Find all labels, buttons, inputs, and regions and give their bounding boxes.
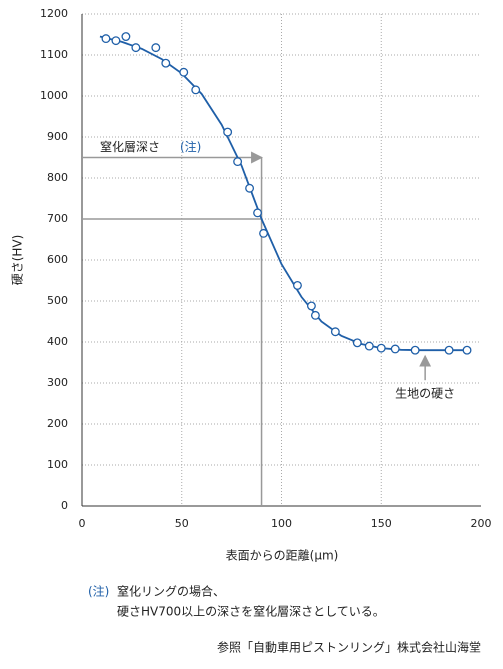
data-point: [310, 310, 320, 320]
depth-note: (注): [180, 139, 201, 154]
source: 参照「自動車用ピストンリング」株式会社山海堂: [217, 640, 481, 655]
x-tick-label: 200: [471, 517, 492, 530]
data-point: [191, 85, 201, 95]
data-point: [306, 301, 316, 311]
data-point: [410, 345, 420, 355]
data-point: [259, 228, 268, 238]
data-point: [293, 280, 302, 290]
y-tick-label: 1000: [40, 89, 68, 102]
y-tick-label: 100: [47, 458, 68, 471]
y-tick-label: 300: [47, 376, 68, 389]
x-tick-label: 50: [175, 517, 189, 530]
data-point: [376, 343, 386, 353]
data-point: [390, 344, 400, 354]
y-tick-label: 700: [47, 212, 68, 225]
x-tick-label: 150: [371, 517, 392, 530]
y-tick-label: 200: [47, 417, 68, 430]
base-label: 生地の硬さ: [395, 387, 455, 401]
data-point: [352, 338, 362, 348]
data-point: [462, 345, 472, 355]
data-point: [223, 127, 233, 137]
data-point: [131, 43, 141, 53]
y-tick-label: 800: [47, 171, 68, 184]
data-point: [121, 32, 131, 41]
y-tick-label: 900: [47, 130, 68, 143]
y-tick-label: 400: [47, 335, 68, 348]
x-axis-label: 表面からの距離(μm): [226, 549, 339, 563]
y-tick-label: 0: [61, 499, 68, 512]
data-point: [151, 43, 161, 53]
data-point: [101, 34, 111, 44]
data-point: [161, 58, 171, 68]
data-point: [179, 67, 189, 77]
data-point: [245, 183, 255, 193]
y-tick-label: 500: [47, 294, 68, 307]
footnote-line: 硬さHV700以上の深さを窒化層深さとしている。: [117, 604, 385, 619]
data-point: [233, 157, 243, 167]
footnote-mark: (注): [88, 584, 109, 599]
depth-label: 窒化層深さ: [100, 139, 160, 154]
y-tick-label: 600: [47, 253, 68, 266]
x-tick-label: 100: [271, 517, 292, 530]
footnote-line: 窒化リングの場合、: [117, 584, 225, 599]
fit-curve: [99, 35, 472, 352]
data-point: [444, 345, 454, 355]
y-tick-label: 1200: [40, 7, 68, 20]
data-point: [111, 36, 121, 46]
data-point: [364, 341, 374, 351]
data-point: [253, 208, 263, 218]
y-axis-label: 硬さ(HV): [11, 235, 25, 286]
x-tick-label: 0: [79, 517, 86, 530]
data-point: [330, 327, 340, 337]
y-tick-label: 1100: [40, 48, 68, 61]
